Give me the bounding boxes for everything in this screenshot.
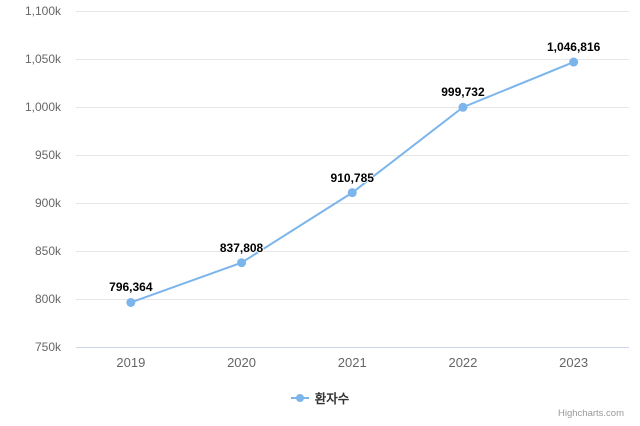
data-point-marker[interactable] [569, 57, 579, 67]
y-axis-tick-label: 750k [34, 340, 61, 354]
data-point-marker[interactable] [237, 258, 247, 268]
x-axis-line [75, 347, 629, 348]
y-axis-tick-label: 900k [34, 196, 61, 210]
x-axis-tick-label: 2020 [227, 355, 256, 370]
y-axis-tick-label: 950k [34, 148, 61, 162]
legend: 환자수 [0, 388, 640, 407]
x-axis-tick-label: 2019 [116, 355, 146, 370]
y-axis-tick-label: 1,100k [24, 4, 61, 18]
y-axis-tick-label: 850k [34, 244, 61, 258]
x-axis-tick-label: 2022 [448, 355, 478, 370]
data-point-marker[interactable] [458, 102, 468, 112]
data-point-label: 837,808 [219, 240, 264, 255]
line-marker-icon [290, 392, 309, 404]
legend-label: 환자수 [314, 392, 350, 406]
y-axis-tick-label: 800k [34, 292, 61, 306]
data-point-marker[interactable] [347, 188, 357, 198]
legend-item-series-1[interactable]: 환자수 [290, 388, 350, 407]
x-axis-tick-label: 2023 [559, 355, 589, 370]
data-point-label: 1,046,816 [546, 40, 601, 55]
data-point-label: 910,785 [330, 170, 374, 185]
data-point-marker[interactable] [126, 297, 136, 307]
data-point-label: 796,364 [109, 280, 153, 295]
y-axis-tick-label: 1,050k [24, 52, 61, 66]
x-axis-tick-label: 2021 [337, 355, 367, 370]
y-axis-tick-label: 1,000k [24, 100, 61, 114]
data-point-label: 999,732 [441, 85, 485, 100]
highcharts-credits-link[interactable]: Highcharts.com [558, 408, 624, 419]
